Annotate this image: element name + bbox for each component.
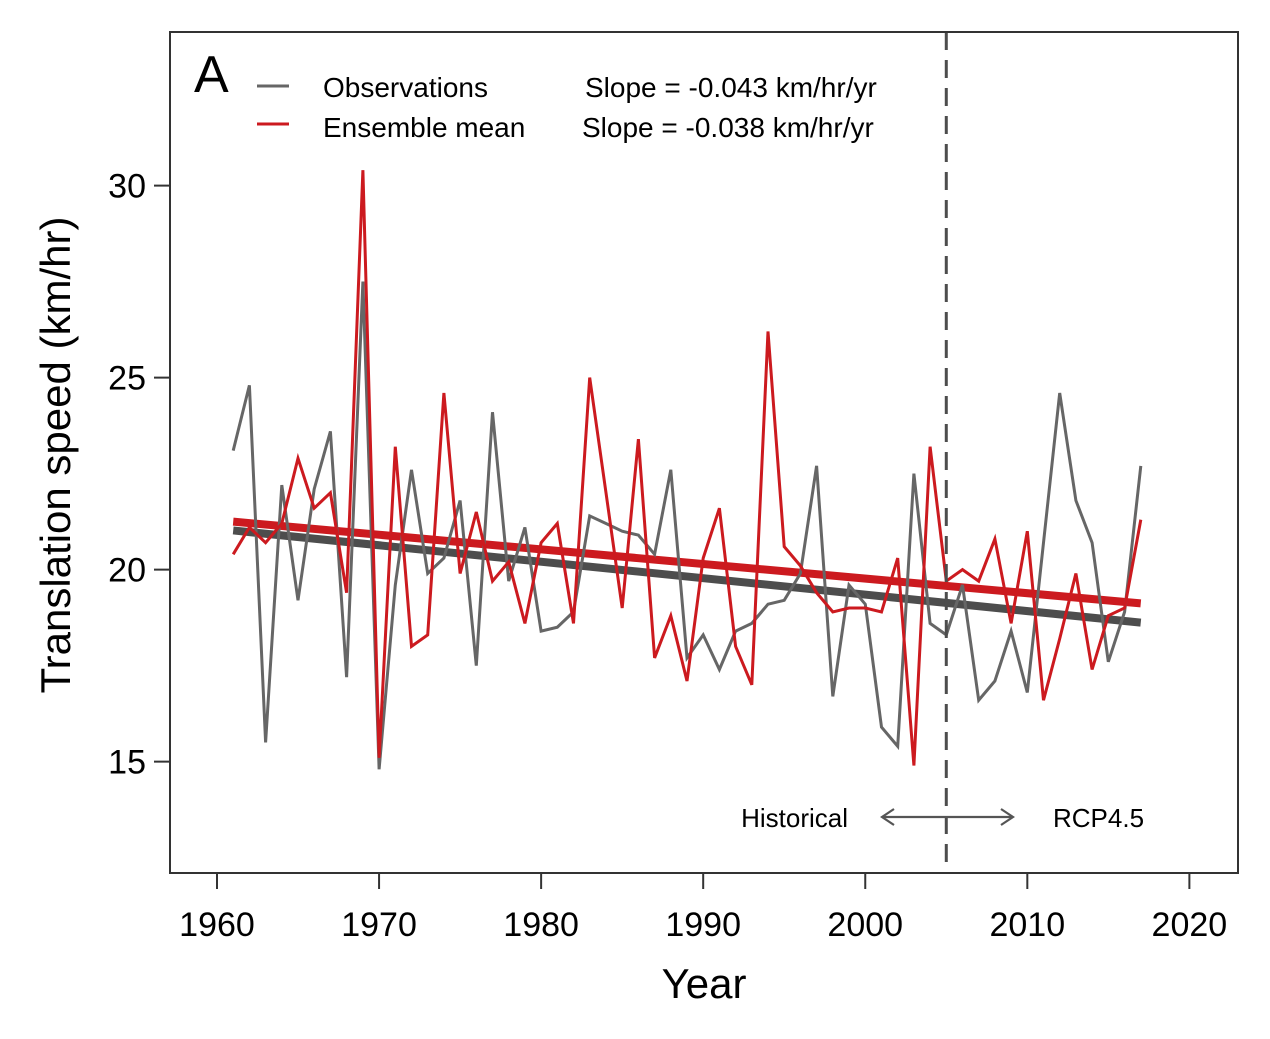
x-axis: 1960 1970 1980 1990 2000 2010 2020	[179, 873, 1227, 944]
legend-slope-observations: Slope = -0.043 km/hr/yr	[585, 72, 877, 103]
x-tick-label: 2000	[827, 906, 903, 944]
x-tick-label: 1980	[503, 906, 579, 944]
trend-lines	[232, 517, 1142, 627]
x-tick-label: 1960	[179, 906, 255, 944]
legend: Observations Slope = -0.043 km/hr/yr Ens…	[257, 72, 877, 143]
series-observations	[231, 281, 1143, 770]
annotation-historical: Historical	[741, 803, 848, 833]
period-annotation: Historical RCP4.5	[741, 803, 1144, 833]
trend-line-observations	[232, 526, 1142, 627]
panel-label: A	[194, 46, 229, 104]
y-tick-label: 15	[108, 744, 146, 782]
legend-label-ensemble-mean: Ensemble mean	[323, 112, 525, 143]
series-line-ensemble-mean	[231, 170, 1143, 766]
plot-panel-border	[169, 31, 1239, 874]
annotation-rcp45: RCP4.5	[1053, 803, 1144, 833]
series-line-observations	[231, 281, 1143, 770]
x-tick-label: 2020	[1152, 906, 1228, 944]
y-axis-title: Translation speed (km/hr)	[32, 217, 79, 694]
legend-label-observations: Observations	[323, 72, 488, 103]
y-axis: 15 20 25 30	[108, 168, 170, 782]
double-arrow-icon	[880, 808, 1015, 826]
y-tick-label: 30	[108, 168, 146, 206]
trend-line-ensemble-mean	[232, 517, 1142, 608]
x-tick-label: 1990	[665, 906, 741, 944]
x-axis-title: Year	[662, 960, 747, 1007]
series-lines	[231, 170, 1143, 770]
x-tick-label: 2010	[989, 906, 1065, 944]
legend-slope-ensemble-mean: Slope = -0.038 km/hr/yr	[582, 112, 874, 143]
x-tick-label: 1970	[341, 906, 417, 944]
series-ensemble-mean	[231, 170, 1143, 766]
y-tick-label: 20	[108, 552, 146, 590]
y-tick-label: 25	[108, 360, 146, 398]
